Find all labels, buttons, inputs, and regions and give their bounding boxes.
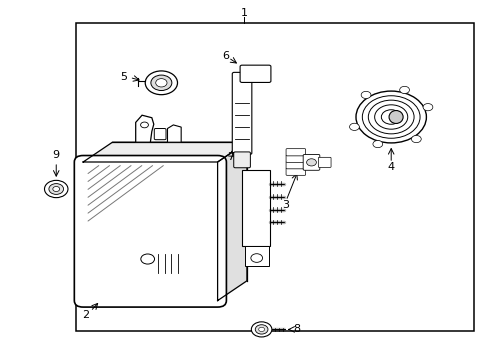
- Polygon shape: [167, 125, 181, 142]
- FancyBboxPatch shape: [74, 156, 226, 307]
- Text: 8: 8: [293, 324, 300, 334]
- Text: 6: 6: [222, 51, 229, 61]
- Circle shape: [141, 254, 154, 264]
- Circle shape: [141, 122, 148, 128]
- Polygon shape: [83, 142, 246, 162]
- Circle shape: [399, 86, 408, 94]
- Circle shape: [422, 104, 432, 111]
- Circle shape: [306, 159, 316, 166]
- Circle shape: [361, 91, 370, 99]
- Text: 2: 2: [82, 310, 89, 320]
- FancyBboxPatch shape: [233, 152, 250, 168]
- Circle shape: [372, 140, 382, 148]
- Circle shape: [349, 123, 359, 130]
- FancyBboxPatch shape: [232, 72, 251, 154]
- Text: 4: 4: [387, 162, 394, 172]
- FancyBboxPatch shape: [285, 168, 305, 175]
- Circle shape: [44, 180, 68, 198]
- FancyBboxPatch shape: [154, 129, 165, 140]
- Bar: [76, 23, 473, 331]
- Text: 3: 3: [282, 200, 289, 210]
- FancyBboxPatch shape: [285, 149, 305, 156]
- Text: 9: 9: [53, 150, 60, 160]
- Circle shape: [250, 254, 262, 262]
- Text: 1: 1: [241, 8, 247, 18]
- Circle shape: [49, 184, 63, 194]
- Bar: [242, 170, 270, 246]
- Polygon shape: [217, 142, 246, 301]
- Ellipse shape: [388, 111, 402, 123]
- Circle shape: [355, 91, 426, 143]
- FancyBboxPatch shape: [240, 65, 270, 82]
- Circle shape: [53, 186, 60, 192]
- Circle shape: [145, 71, 177, 95]
- Text: 7: 7: [227, 152, 234, 162]
- FancyBboxPatch shape: [285, 155, 305, 162]
- Polygon shape: [135, 115, 153, 142]
- FancyBboxPatch shape: [303, 154, 319, 170]
- Circle shape: [255, 325, 267, 334]
- Circle shape: [151, 75, 171, 90]
- Text: 5: 5: [120, 72, 127, 82]
- Circle shape: [155, 78, 167, 87]
- FancyBboxPatch shape: [318, 157, 330, 167]
- Circle shape: [258, 327, 264, 332]
- FancyBboxPatch shape: [285, 162, 305, 169]
- Bar: [244, 246, 268, 266]
- Circle shape: [251, 322, 271, 337]
- Circle shape: [410, 135, 420, 143]
